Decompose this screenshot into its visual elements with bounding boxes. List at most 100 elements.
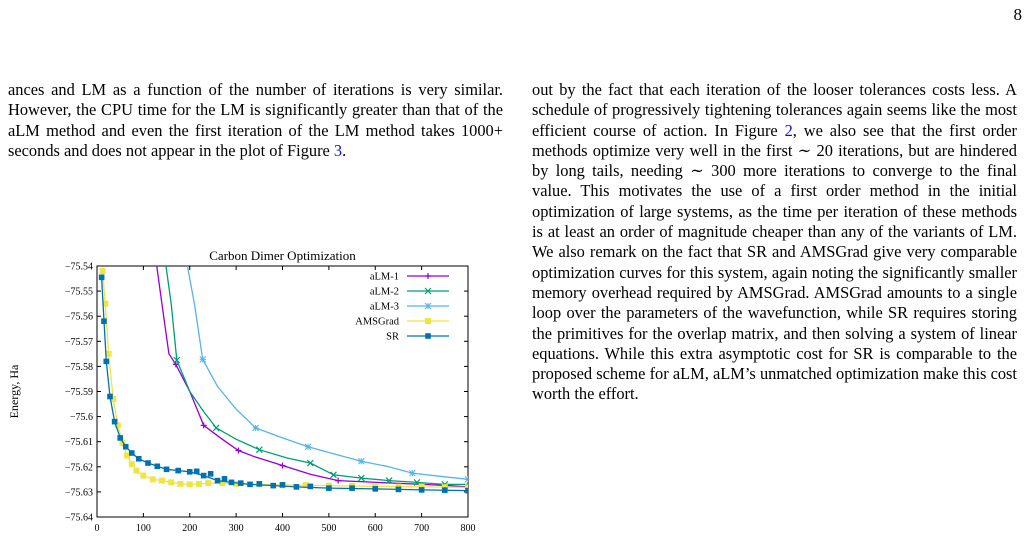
y-tick-label: −75.56 xyxy=(65,312,93,323)
series-point-amsgrad xyxy=(140,472,147,479)
x-tick-label: 300 xyxy=(229,523,244,534)
x-tick-label: 100 xyxy=(136,523,151,534)
series-line-sr xyxy=(100,277,468,492)
series-point-sr xyxy=(256,481,263,487)
x-tick-label: 200 xyxy=(182,523,197,534)
legend-label-alm-1: aLM-1 xyxy=(370,272,399,283)
series-point-amsgrad xyxy=(133,467,140,474)
series-point-sr xyxy=(107,393,113,400)
series-point-alm-2 xyxy=(306,459,314,467)
series-point-amsgrad xyxy=(105,350,112,357)
x-tick-label: 0 xyxy=(95,523,100,534)
series-point-sr xyxy=(111,418,118,425)
series-point-sr xyxy=(395,486,402,493)
series-line-amsgrad xyxy=(101,270,468,489)
series-point-sr xyxy=(186,469,193,475)
chart-title: Carbon Dimer Optimization xyxy=(209,250,356,263)
legend-marker-alm-3 xyxy=(424,302,432,310)
legend-label-amsgrad: AMSGrad xyxy=(355,317,399,328)
series-point-sr xyxy=(117,435,123,441)
legend-marker-alm-2 xyxy=(424,287,432,295)
series-line-alm-2 xyxy=(165,266,468,486)
series-point-amsgrad xyxy=(99,268,106,275)
figure-2-reference-link[interactable]: 2 xyxy=(784,120,793,140)
series-point-alm-1 xyxy=(200,422,207,429)
series-point-alm-3 xyxy=(408,469,416,477)
y-axis-label: Energy, Ha xyxy=(7,364,21,418)
x-tick-label: 700 xyxy=(414,523,429,534)
y-tick-label: −75.58 xyxy=(65,362,93,373)
legend-label-sr: SR xyxy=(386,332,399,343)
legend-marker-alm-1 xyxy=(425,273,431,279)
y-tick-label: −75.59 xyxy=(65,387,93,398)
y-tick-label: −75.57 xyxy=(65,337,93,348)
series-point-amsgrad xyxy=(177,480,184,487)
left-column-paragraph: ances and LM as a function of the number… xyxy=(8,80,503,161)
series-point-sr xyxy=(293,484,300,490)
y-tick-label: −75.64 xyxy=(65,513,93,524)
series-point-sr xyxy=(98,274,105,281)
series-point-alm-2 xyxy=(357,474,365,482)
series-point-amsgrad xyxy=(124,452,131,459)
series-point-amsgrad xyxy=(149,476,156,483)
series-point-alm-3 xyxy=(357,457,365,465)
series-point-sr xyxy=(326,485,332,491)
series-point-sr xyxy=(214,477,221,484)
series-point-amsgrad xyxy=(233,480,240,487)
series-point-sr xyxy=(200,472,207,479)
legend-marker-amsgrad xyxy=(424,318,431,325)
series-point-sr xyxy=(163,466,170,473)
series-point-sr xyxy=(101,318,107,325)
legend-marker-sr xyxy=(425,333,431,339)
y-tick-label: −75.61 xyxy=(65,437,93,448)
series-point-alm-2 xyxy=(212,424,220,432)
series-point-sr xyxy=(418,487,425,493)
x-tick-label: 500 xyxy=(321,523,336,534)
series-point-alm-3 xyxy=(252,424,259,432)
left-paragraph-end: . xyxy=(342,140,347,160)
carbon-dimer-chart: Carbon Dimer Optimization 0 100 200 300 400 50… xyxy=(7,250,476,538)
series-point-alm-2 xyxy=(330,471,337,479)
legend-label-alm-2: aLM-2 xyxy=(370,287,399,298)
series-point-alm-2 xyxy=(385,477,393,485)
series-point-alm-1 xyxy=(279,462,286,469)
figure-3-reference-link[interactable]: 3 xyxy=(333,140,343,160)
series-point-alm-3 xyxy=(304,443,312,451)
series-point-sr xyxy=(247,481,253,488)
x-tick-label: 600 xyxy=(368,523,383,534)
series-point-sr xyxy=(154,463,161,470)
series-point-sr xyxy=(307,483,314,490)
legend-label-alm-3: aLM-3 xyxy=(370,302,399,313)
series-point-sr xyxy=(175,467,181,474)
right-column-paragraph: out by the fact that each iteration of t… xyxy=(532,80,1017,405)
y-tick-label: −75.6 xyxy=(70,412,93,423)
y-tick-label: −75.62 xyxy=(65,462,93,473)
series-point-alm-1 xyxy=(172,361,179,368)
series-point-sr xyxy=(237,480,244,486)
series-point-amsgrad xyxy=(168,479,175,486)
series-point-sr xyxy=(122,443,129,450)
y-tick-label: −75.55 xyxy=(65,287,93,298)
series-point-amsgrad xyxy=(186,481,193,488)
series-point-sr xyxy=(442,487,448,493)
x-tick-label: 800 xyxy=(461,523,476,534)
x-tick-label: 400 xyxy=(275,523,290,534)
series-point-amsgrad xyxy=(205,480,212,487)
series-point-sr xyxy=(207,471,214,477)
right-paragraph-text-part1: out by the fact that each iteration of t… xyxy=(532,80,1017,140)
series-line-alm-1 xyxy=(156,266,468,488)
series-point-sr xyxy=(228,479,235,486)
series-point-sr xyxy=(193,468,200,475)
series-point-alm-2 xyxy=(255,446,263,454)
y-tick-label: −75.54 xyxy=(65,262,93,273)
series-point-alm-1 xyxy=(235,447,242,454)
series-point-sr xyxy=(103,358,110,365)
left-paragraph-text: ances and LM as a function of the number… xyxy=(8,80,503,160)
series-point-amsgrad xyxy=(196,480,203,487)
y-tick-label: −75.63 xyxy=(65,487,93,498)
series-point-sr xyxy=(349,485,355,491)
series-point-alm-3 xyxy=(464,475,468,483)
series-point-sr xyxy=(465,487,468,494)
series-point-amsgrad xyxy=(128,461,135,468)
series-point-alm-2 xyxy=(173,356,181,364)
